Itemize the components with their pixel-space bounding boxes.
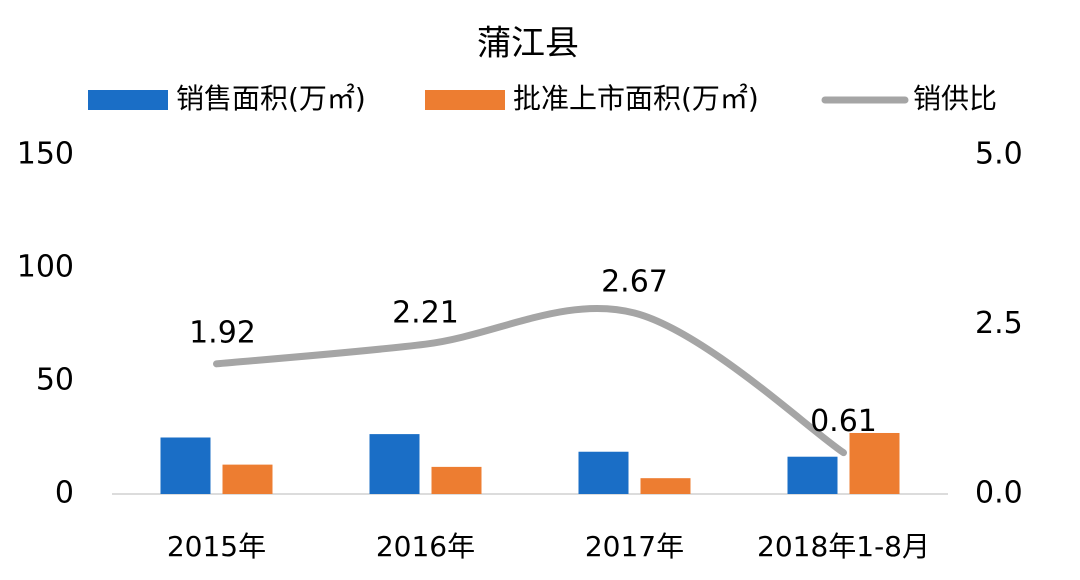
x-tick-label: 2016年	[376, 530, 475, 563]
bar	[849, 432, 900, 494]
legend-swatch	[425, 90, 505, 110]
bar	[160, 437, 211, 494]
bar	[787, 456, 838, 494]
y-tick-label: 150	[17, 137, 74, 172]
bar	[578, 451, 629, 494]
data-label: 2.67	[601, 264, 668, 299]
x-tick-label: 2015年	[167, 530, 266, 563]
y2-tick-label: 2.5	[975, 306, 1023, 341]
y2-tick-label: 5.0	[975, 137, 1023, 172]
y-tick-label: 100	[17, 250, 74, 285]
legend-label: 销供比	[913, 82, 997, 115]
chart-title: 蒲江县	[477, 24, 579, 64]
data-label: 1.92	[189, 315, 256, 350]
bar	[640, 478, 691, 494]
y-tick-label: 0	[55, 476, 74, 511]
bar	[222, 464, 273, 494]
data-label: 0.61	[810, 404, 877, 439]
x-tick-label: 2017年	[585, 530, 684, 563]
bar	[431, 466, 482, 494]
data-label: 2.21	[392, 296, 459, 331]
y-tick-label: 50	[36, 363, 74, 398]
line	[213, 304, 847, 457]
bar	[369, 434, 420, 494]
x-tick-label: 2018年1-8月	[757, 530, 930, 563]
legend-swatch	[88, 90, 168, 110]
legend-label: 销售面积(万㎡)	[176, 82, 366, 115]
y2-tick-label: 0.0	[975, 476, 1023, 511]
legend-label: 批准上市面积(万㎡)	[513, 82, 759, 115]
